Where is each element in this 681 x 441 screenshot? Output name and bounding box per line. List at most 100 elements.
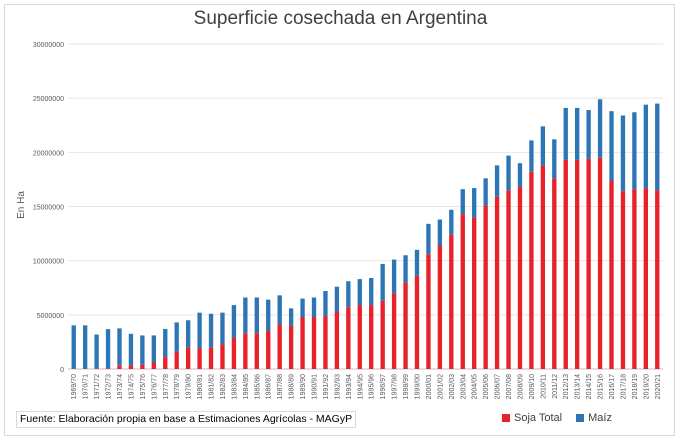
bar-soja xyxy=(494,196,500,369)
y-tick-label: 25000000 xyxy=(33,96,64,103)
bar-soja xyxy=(529,171,534,369)
bar-soja xyxy=(311,317,317,369)
x-tick-label: 2013/14 xyxy=(575,374,582,399)
legend-swatch-maiz xyxy=(576,414,585,422)
bar-soja xyxy=(128,365,134,369)
x-tick-label: 2006/07 xyxy=(495,374,502,399)
x-tick-label: 2004/05 xyxy=(472,374,479,399)
bar-maiz xyxy=(346,281,351,308)
bar-maiz xyxy=(300,298,305,317)
bar-maiz xyxy=(140,335,145,365)
legend-label-soja: Soja Total xyxy=(514,412,563,424)
x-tick-label: 1970/71 xyxy=(83,374,90,399)
bar-soja xyxy=(643,188,649,369)
x-tick-label: 2009/10 xyxy=(529,374,536,399)
x-tick-label: 1993/94 xyxy=(346,374,353,399)
bar-soja xyxy=(288,325,294,369)
bar-maiz xyxy=(266,299,271,332)
bar-maiz xyxy=(597,99,603,158)
x-tick-label: 2016/17 xyxy=(609,374,616,399)
x-tick-label: 1989/90 xyxy=(300,374,307,399)
x-tick-label: 2012/13 xyxy=(563,374,570,399)
bar-maiz xyxy=(254,297,259,334)
x-tick-label: 1985/86 xyxy=(254,374,261,399)
bar-soja xyxy=(414,275,420,369)
bar-maiz xyxy=(163,328,168,358)
x-tick-label: 1978/79 xyxy=(174,374,181,399)
bar-soja xyxy=(151,362,156,369)
y-tick-label: 10000000 xyxy=(33,259,64,266)
bar-maiz xyxy=(552,139,557,179)
bar-maiz xyxy=(472,188,477,218)
bar-soja xyxy=(391,293,397,369)
y-tick-label: 20000000 xyxy=(33,150,64,157)
x-tick-label: 1984/85 xyxy=(243,374,250,399)
bar-maiz xyxy=(426,223,431,255)
y-tick-label: 15000000 xyxy=(33,205,64,212)
bar-soja xyxy=(483,205,488,369)
x-tick-label: 1974/75 xyxy=(128,374,135,399)
x-tick-label: 2010/11 xyxy=(540,374,547,399)
bar-soja xyxy=(254,333,259,369)
bar-maiz xyxy=(174,322,179,352)
x-tick-label: 1976/77 xyxy=(151,374,158,399)
legend-swatch-soja xyxy=(502,414,510,422)
x-tick-label: 2007/08 xyxy=(506,374,513,399)
x-tick-label: 1998/99 xyxy=(403,374,410,399)
x-tick-label: 1975/76 xyxy=(140,374,147,399)
bar-maiz xyxy=(391,259,397,294)
x-tick-labels: 1969/70 1970/71 1971/72 1972/73 1973/74 1974/… xyxy=(71,374,662,399)
bar-soja xyxy=(185,347,191,369)
bar-soja xyxy=(449,234,454,369)
x-tick-label: 2017/18 xyxy=(620,374,627,399)
bar-soja xyxy=(243,333,248,369)
x-tick-label: 1986/87 xyxy=(266,374,273,399)
bar-maiz xyxy=(609,111,614,181)
x-tick-label: 2020/21 xyxy=(655,374,662,399)
bar-soja xyxy=(208,347,214,369)
x-tick-label: 2005/06 xyxy=(483,374,490,399)
bar-maiz xyxy=(117,328,122,366)
bar-maiz xyxy=(369,278,374,306)
bar-soja xyxy=(380,300,385,369)
y-tick-label: 30000000 xyxy=(33,42,64,49)
bar-maiz xyxy=(529,140,534,172)
x-tick-label: 1969/70 xyxy=(71,374,78,399)
x-tick-label: 1987/88 xyxy=(277,374,284,399)
bar-maiz xyxy=(563,107,568,160)
bar-maiz xyxy=(414,249,420,276)
legend-label-maiz: Maíz xyxy=(588,412,612,424)
bar-soja xyxy=(655,190,660,369)
bar-maiz xyxy=(380,263,385,301)
x-tick-label: 1981/82 xyxy=(209,374,216,399)
x-tick-label: 2008/09 xyxy=(517,374,524,399)
x-tick-label: 1990/91 xyxy=(312,374,319,399)
bar-soja xyxy=(94,368,99,369)
bar-maiz xyxy=(540,126,546,166)
bar-maiz xyxy=(94,334,99,369)
x-tick-label: 1991/92 xyxy=(323,374,330,399)
x-tick-label: 2003/04 xyxy=(460,374,467,399)
bar-maiz xyxy=(494,165,500,197)
bar-maiz xyxy=(437,219,443,246)
legend: Soja Total Maíz xyxy=(502,410,612,426)
x-tick-label: 1982/83 xyxy=(220,374,227,399)
bar-maiz xyxy=(277,295,282,325)
x-tick-label: 1999/00 xyxy=(414,374,421,399)
bar-maiz xyxy=(185,320,191,348)
bar-soja xyxy=(552,178,557,369)
bar-maiz xyxy=(220,312,225,345)
x-tick-label: 2014/15 xyxy=(586,374,593,399)
legend-item-maiz: Maíz xyxy=(576,412,612,424)
bar-maiz xyxy=(208,313,214,348)
bar-soja xyxy=(437,245,443,369)
bar-soja xyxy=(346,307,351,369)
bar-soja xyxy=(586,158,591,369)
bar-soja xyxy=(369,305,374,369)
bar-maiz xyxy=(586,110,591,159)
bar-maiz xyxy=(403,255,408,283)
x-tick-label: 1992/93 xyxy=(334,374,341,399)
bar-maiz xyxy=(643,104,649,189)
bar-soja xyxy=(597,157,603,369)
